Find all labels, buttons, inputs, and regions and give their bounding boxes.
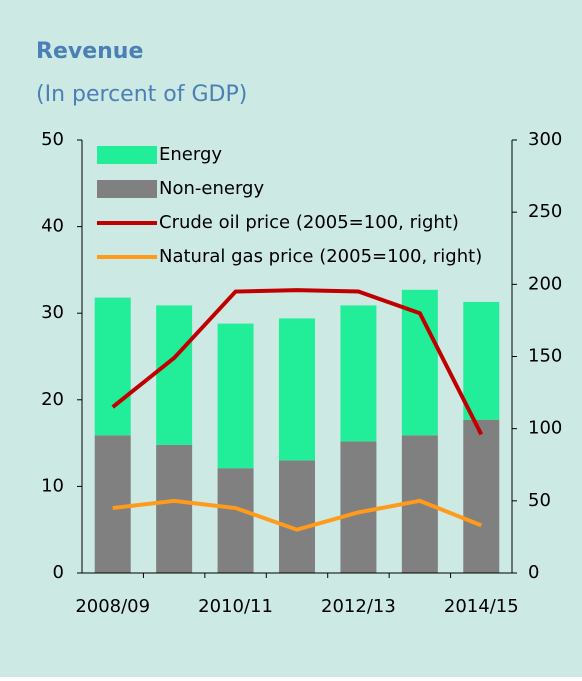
bar [156, 444, 193, 573]
bar [340, 305, 377, 442]
y-tick-label: 20 [41, 389, 64, 410]
bar [217, 323, 254, 469]
y-tick-label: 10 [41, 475, 64, 496]
bar [340, 441, 377, 573]
bar [94, 297, 131, 436]
legend-swatch [97, 180, 157, 198]
x-tick-label: 2012/13 [321, 596, 396, 617]
y2-tick-label: 50 [528, 490, 551, 511]
line-series [111, 288, 484, 436]
y2-tick-label: 150 [528, 346, 562, 367]
x-tick-label: 2008/09 [75, 596, 150, 617]
bar [279, 460, 315, 573]
x-tick-label: 2010/11 [198, 596, 273, 617]
line-series [112, 498, 483, 532]
y2-tick-label: 200 [528, 273, 562, 294]
y-tick-label: 0 [53, 562, 64, 583]
bar [156, 305, 193, 445]
legend-label: Energy [159, 144, 222, 165]
legend-label: Non-energy [159, 178, 264, 199]
bar [463, 301, 500, 420]
bar [94, 435, 131, 573]
y2-tick-label: 250 [528, 201, 562, 222]
bar [217, 468, 254, 573]
x-tick-label: 2014/15 [444, 596, 519, 617]
chart-title: Revenue [36, 39, 143, 64]
chart-subtitle: (In percent of GDP) [36, 82, 247, 107]
bar [463, 419, 500, 573]
y-tick-label: 50 [41, 129, 64, 150]
y2-tick-label: 100 [528, 418, 562, 439]
y-tick-label: 40 [41, 216, 64, 237]
legend-label: Crude oil price (2005=100, right) [159, 212, 459, 233]
bar [279, 318, 315, 461]
y2-tick-label: 0 [528, 562, 539, 583]
y2-tick-label: 300 [528, 129, 562, 150]
y-tick-label: 30 [41, 302, 64, 323]
legend-swatch [97, 146, 157, 164]
legend-label: Natural gas price (2005=100, right) [159, 246, 482, 267]
